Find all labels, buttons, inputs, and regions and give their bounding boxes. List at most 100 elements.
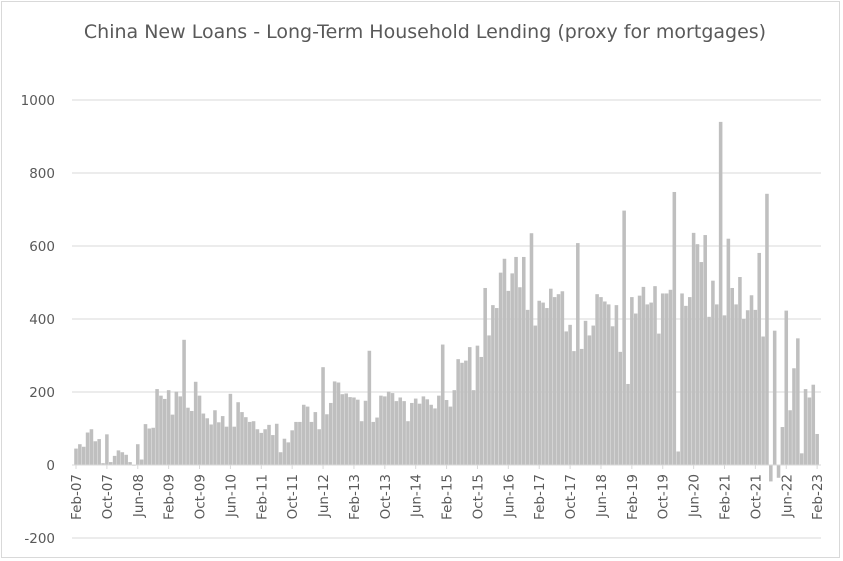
bar <box>475 345 480 465</box>
bar <box>440 344 445 465</box>
bar <box>672 191 677 466</box>
bar <box>684 305 688 465</box>
bar <box>244 417 248 465</box>
bar <box>518 287 522 465</box>
bar <box>742 319 746 465</box>
bar <box>738 277 742 465</box>
bar <box>730 287 734 465</box>
bar <box>371 421 376 465</box>
bar <box>325 414 329 465</box>
bar <box>633 313 638 465</box>
bar <box>232 426 237 465</box>
y-tick-label: 200 <box>29 385 55 401</box>
bar <box>166 390 171 465</box>
bar <box>780 427 785 465</box>
bar <box>89 429 94 465</box>
bar <box>348 397 352 465</box>
y-tick-label: 600 <box>29 239 55 255</box>
bar <box>815 433 819 465</box>
bar <box>726 238 731 465</box>
x-tick-label: Oct-21 <box>748 474 764 519</box>
bar <box>147 428 152 465</box>
bar <box>429 404 433 465</box>
bar <box>205 418 210 465</box>
bar <box>328 402 333 465</box>
bar <box>776 465 781 478</box>
bar <box>116 450 121 465</box>
bar <box>81 446 86 465</box>
bar <box>637 295 642 465</box>
x-tick-label: Feb-13 <box>347 474 363 520</box>
bar <box>85 432 90 465</box>
bar <box>668 289 673 465</box>
bar <box>595 294 599 465</box>
bar <box>622 210 626 465</box>
bar <box>626 383 630 465</box>
bar <box>267 424 271 465</box>
bar <box>718 121 723 466</box>
bar <box>452 390 457 465</box>
bar <box>274 423 279 465</box>
bar <box>788 410 792 465</box>
bar <box>433 408 437 465</box>
bar <box>255 429 260 465</box>
bar <box>660 293 665 465</box>
chart-title: China New Loans - Long-Term Household Le… <box>83 21 767 43</box>
bar <box>525 309 530 465</box>
bar <box>799 453 804 465</box>
bar <box>460 362 464 465</box>
bar <box>174 391 179 465</box>
bar <box>699 262 704 465</box>
bar <box>487 335 491 465</box>
x-axis-tick-labels: Feb-07 Oct-07 Jun-08 Feb-09 Oct-09 Jun-10 Feb-… <box>69 465 826 520</box>
bar <box>591 325 596 465</box>
bar <box>386 391 391 465</box>
bar <box>664 293 669 465</box>
x-tick-label: Oct-07 <box>100 474 116 519</box>
x-tick-label: Feb-21 <box>717 474 733 520</box>
bar <box>769 465 773 482</box>
bar <box>549 288 553 465</box>
bar <box>687 297 692 465</box>
bar <box>182 339 186 465</box>
bar <box>695 244 700 465</box>
bar <box>151 427 155 465</box>
bar <box>394 401 399 465</box>
x-tick-label: Feb-09 <box>162 474 178 520</box>
bar <box>614 305 619 465</box>
bar <box>155 389 159 465</box>
bar <box>163 398 167 465</box>
bar <box>649 302 653 465</box>
bar <box>402 401 406 465</box>
x-tick-label: Jun-14 <box>409 474 425 518</box>
x-tick-label: Feb-23 <box>810 474 826 520</box>
bar <box>425 399 430 465</box>
bar <box>406 421 410 465</box>
bar <box>529 233 534 465</box>
bar <box>101 463 105 465</box>
bar <box>707 316 711 465</box>
bar <box>120 452 125 465</box>
bar <box>583 320 588 465</box>
bar <box>479 356 484 465</box>
x-tick-label: Jun-12 <box>316 474 332 518</box>
bar <box>159 395 163 465</box>
bar <box>298 421 302 465</box>
bar <box>74 448 78 465</box>
y-axis-tick-labels: -200 0 200 400 600 800 1000 <box>21 93 55 547</box>
bar <box>494 308 499 465</box>
bar <box>734 304 738 465</box>
bar <box>772 330 777 465</box>
bar <box>502 258 507 465</box>
bar <box>645 304 650 465</box>
bar <box>367 350 372 465</box>
bar <box>784 310 789 465</box>
bar <box>313 412 318 465</box>
bar <box>761 336 765 465</box>
bar <box>78 444 82 465</box>
bar <box>305 406 310 465</box>
x-tick-label: Oct-19 <box>656 474 672 519</box>
x-tick-label: Jun-10 <box>223 474 239 518</box>
bar <box>456 359 460 465</box>
bar <box>765 193 769 465</box>
